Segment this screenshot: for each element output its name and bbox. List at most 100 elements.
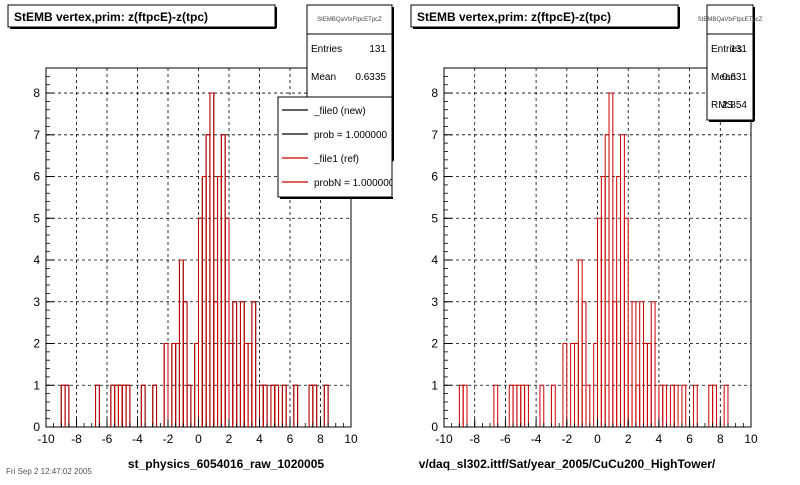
y-tick-label: 6 bbox=[431, 170, 438, 184]
x-tick-label: -2 bbox=[163, 432, 174, 446]
x-tick-label: -6 bbox=[500, 432, 511, 446]
histogram-bin bbox=[581, 301, 587, 427]
stats-value: 0.631 bbox=[722, 72, 747, 83]
stats-label: RMS bbox=[711, 100, 734, 111]
histogram-pad-2: 0 1 2 3 4 5 6 7 8 -10 -8 -6 -4 -2 0 2 4 6 8 10 v/daq_sl302.i… bbox=[410, 4, 763, 471]
x-tick-label: 0 bbox=[195, 432, 202, 446]
histogram-bin bbox=[692, 384, 698, 427]
x-tick-label: 4 bbox=[656, 432, 663, 446]
histogram-bin bbox=[95, 384, 100, 427]
x-tick-label: -6 bbox=[102, 432, 113, 446]
x-tick-label: 10 bbox=[744, 432, 758, 446]
histogram-bin bbox=[274, 384, 280, 427]
histogram-bin bbox=[662, 384, 668, 427]
x-tick-label: 8 bbox=[317, 432, 324, 446]
histogram-bin bbox=[64, 384, 70, 427]
legend: _file0 (new) prob = 1.000000 _file1 (ref) p… bbox=[282, 106, 395, 189]
x-axis-label: v/daq_sl302.ittf/Sat/year_2005/CuCu200_H… bbox=[419, 457, 716, 471]
series-2 bbox=[60, 92, 329, 427]
histogram-bin bbox=[152, 384, 158, 427]
histogram-bin bbox=[262, 384, 268, 427]
series-1 bbox=[458, 92, 729, 427]
histogram-bin bbox=[493, 384, 499, 427]
histogram-bin bbox=[186, 384, 192, 427]
histogram-bin bbox=[232, 301, 238, 427]
y-tick-label: 2 bbox=[431, 337, 438, 351]
y-tick-label: 1 bbox=[33, 378, 40, 392]
legend-label: _file0 (new) bbox=[313, 106, 366, 117]
y-tick-label: 6 bbox=[33, 170, 40, 184]
x-tick-label: 6 bbox=[287, 432, 294, 446]
x-tick-label: 2 bbox=[226, 432, 233, 446]
histogram-bin bbox=[125, 384, 131, 427]
stats-value: 0.6335 bbox=[355, 72, 386, 83]
y-tick-label: 1 bbox=[431, 378, 438, 392]
chart-title: StEMB vertex,prim: z(ftpcE)-z(tpc) bbox=[14, 10, 208, 24]
histogram-bin bbox=[681, 384, 687, 427]
y-tick-label: 7 bbox=[431, 128, 438, 142]
y-tick-label: 7 bbox=[33, 128, 40, 142]
x-tick-label: -2 bbox=[561, 432, 572, 446]
x-tick-label: 8 bbox=[717, 432, 724, 446]
y-tick-label: 4 bbox=[431, 253, 438, 267]
histogram-bin bbox=[650, 301, 656, 427]
stats-value: 131 bbox=[730, 44, 747, 55]
y-tick-label: 8 bbox=[33, 86, 40, 100]
histogram-bin bbox=[631, 301, 637, 427]
histogram-bin bbox=[312, 384, 318, 427]
x-tick-label: 10 bbox=[344, 432, 358, 446]
histogram-bin bbox=[550, 384, 556, 427]
y-tick-label: 5 bbox=[33, 211, 40, 225]
legend-label: _file1 (ref) bbox=[313, 154, 359, 165]
stats-name: StEMBQaVtxFtpcETpcZ bbox=[698, 17, 763, 23]
stats-name: StEMBQaVtxFtpcETpcZ bbox=[317, 17, 382, 23]
legend-label: prob = 1.000000 bbox=[314, 130, 388, 141]
histogram-bin bbox=[712, 384, 717, 427]
y-tick-label: 0 bbox=[33, 420, 40, 434]
stats-label: Entries bbox=[711, 44, 742, 55]
legend-label: probN = 1.000000 bbox=[314, 178, 395, 189]
y-tick-label: 8 bbox=[431, 86, 438, 100]
footer-date: Fri Sep 2 12:47:02 2005 bbox=[6, 467, 92, 476]
y-tick-label: 4 bbox=[33, 253, 40, 267]
stats-label: Entries bbox=[311, 44, 342, 55]
stats-label: Mean bbox=[311, 72, 336, 83]
stats-box bbox=[706, 4, 754, 121]
histogram-bin bbox=[585, 384, 591, 427]
chart-title: StEMB vertex,prim: z(ftpcE)-z(tpc) bbox=[417, 10, 611, 24]
y-tick-label: 3 bbox=[431, 295, 438, 309]
histogram-bin bbox=[182, 301, 188, 427]
histogram-bin bbox=[209, 92, 215, 427]
stats-label: Mean bbox=[711, 72, 736, 83]
histogram-bin bbox=[140, 384, 146, 427]
x-tick-label: -8 bbox=[469, 432, 480, 446]
x-tick-label: -10 bbox=[37, 432, 55, 446]
x-tick-label: 2 bbox=[625, 432, 632, 446]
stats-value: 2.854 bbox=[722, 100, 747, 111]
histogram-bin bbox=[673, 384, 679, 427]
x-tick-label: -4 bbox=[531, 432, 542, 446]
stats-value: 131 bbox=[369, 44, 386, 55]
x-tick-label: -8 bbox=[71, 432, 82, 446]
x-axis-label: st_physics_6054016_raw_1020005 bbox=[128, 457, 324, 471]
histogram-bin bbox=[293, 384, 299, 427]
y-tick-label: 3 bbox=[33, 295, 40, 309]
x-tick-label: 0 bbox=[594, 432, 601, 446]
x-tick-label: 6 bbox=[686, 432, 693, 446]
histogram-bin bbox=[163, 343, 169, 427]
legend-box bbox=[277, 96, 393, 198]
histogram-bin bbox=[524, 384, 529, 427]
histogram-bin bbox=[224, 217, 230, 427]
x-tick-label: -10 bbox=[435, 432, 453, 446]
histogram-bin bbox=[723, 384, 729, 427]
histogram-bin bbox=[281, 384, 287, 427]
x-tick-label: 4 bbox=[256, 432, 263, 446]
y-tick-label: 2 bbox=[33, 337, 40, 351]
histogram-bin bbox=[462, 384, 468, 427]
y-tick-label: 5 bbox=[431, 211, 438, 225]
y-tick-label: 0 bbox=[431, 420, 438, 434]
x-tick-label: -4 bbox=[132, 432, 143, 446]
histogram-bin bbox=[251, 301, 257, 427]
histogram-bin bbox=[323, 384, 329, 427]
